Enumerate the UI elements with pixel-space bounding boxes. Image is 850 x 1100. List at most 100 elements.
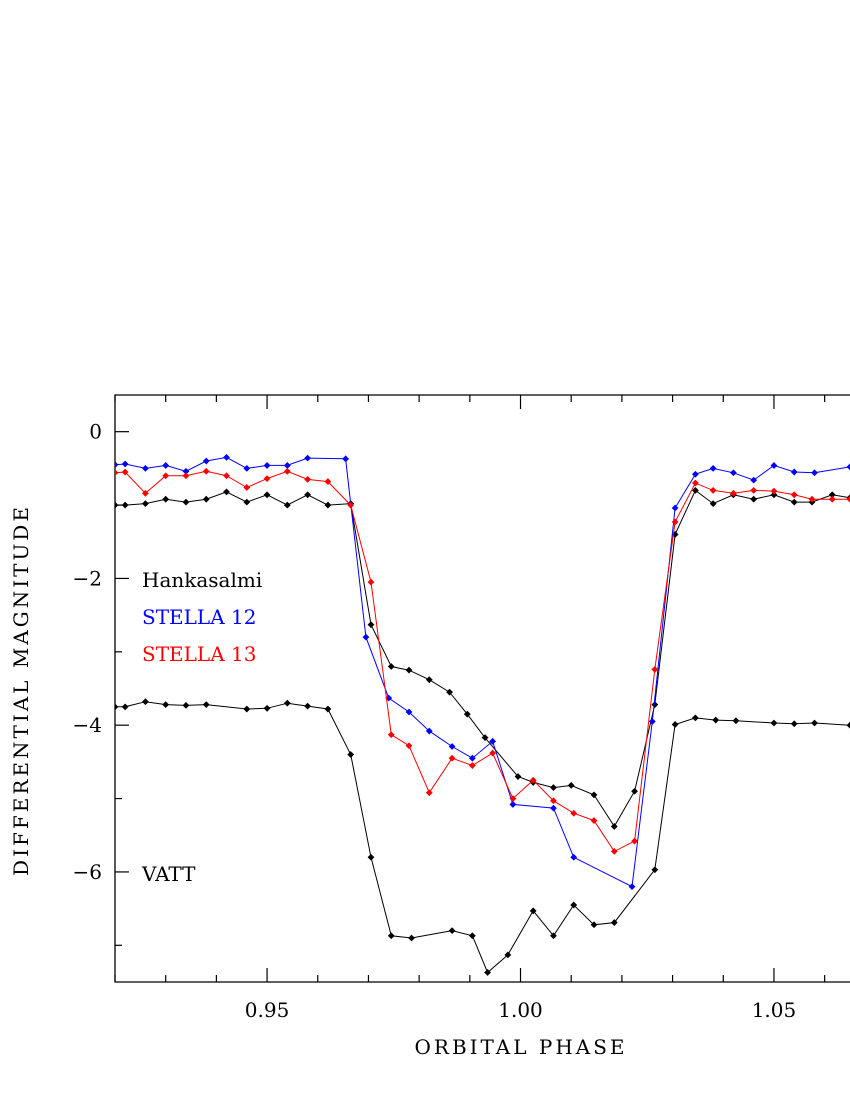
data-point-vatt — [570, 901, 578, 909]
data-point-stella-13 — [387, 731, 395, 739]
data-point-stella-12 — [846, 463, 850, 471]
data-point-stella-12 — [121, 460, 129, 468]
data-point-vatt — [202, 701, 210, 709]
data-point-stella-12 — [468, 754, 476, 762]
data-point-hankasalmi — [631, 787, 638, 795]
data-point-stella-13 — [162, 472, 170, 480]
data-point-stella-12 — [811, 469, 818, 477]
data-point-stella-13 — [651, 666, 659, 673]
y-tick-label: −4 — [73, 713, 102, 737]
data-point-vatt — [529, 907, 537, 915]
data-point-hankasalmi — [202, 495, 210, 503]
data-point-stella-13 — [750, 486, 758, 494]
data-point-hankasalmi — [550, 784, 557, 791]
data-point-vatt — [590, 921, 598, 929]
data-point-vatt — [846, 721, 850, 729]
data-point-hankasalmi — [425, 676, 433, 684]
data-point-stella-13 — [671, 518, 679, 526]
series-line-vatt — [115, 701, 850, 974]
data-point-vatt — [243, 705, 251, 713]
data-point-stella-13 — [846, 495, 850, 503]
data-point-vatt — [162, 701, 170, 709]
data-point-hankasalmi — [828, 491, 836, 499]
series-hankasalmi — [115, 486, 850, 830]
data-point-vatt — [408, 934, 415, 942]
data-point-hankasalmi — [243, 498, 251, 506]
data-point-hankasalmi — [263, 491, 271, 499]
data-point-hankasalmi — [405, 666, 413, 674]
data-point-stella-12 — [142, 464, 149, 472]
data-point-hankasalmi — [387, 663, 395, 670]
x-tick-label: 0.95 — [245, 998, 290, 1022]
data-point-stella-13 — [570, 809, 578, 817]
data-point-vatt — [811, 719, 818, 727]
data-point-stella-12 — [342, 455, 350, 463]
series-vatt — [115, 698, 850, 976]
data-point-stella-13 — [790, 491, 798, 499]
data-point-stella-13 — [509, 795, 517, 802]
data-point-vatt — [182, 701, 190, 709]
data-point-vatt — [121, 703, 129, 711]
series-layer — [115, 453, 850, 976]
data-point-vatt — [142, 698, 149, 706]
data-point-stella-12 — [182, 467, 190, 475]
data-point-vatt — [790, 720, 798, 728]
x-axis-label: ORBITAL PHASE — [414, 1035, 627, 1059]
data-point-stella-13 — [121, 468, 129, 476]
data-point-hankasalmi — [121, 501, 129, 509]
data-point-stella-13 — [367, 578, 375, 586]
data-point-vatt — [651, 866, 659, 874]
data-point-stella-12 — [790, 468, 798, 476]
data-point-hankasalmi — [304, 491, 312, 499]
data-point-stella-12 — [671, 504, 679, 512]
legend: Hankasalmi STELLA 12 STELLA 13 — [142, 568, 262, 666]
data-point-hankasalmi — [115, 501, 119, 509]
data-point-hankasalmi — [283, 501, 291, 509]
data-point-vatt — [448, 927, 456, 935]
data-point-stella-12 — [448, 743, 456, 750]
series-line-stella-12 — [115, 456, 850, 888]
data-point-stella-13 — [808, 495, 816, 503]
data-point-stella-12 — [243, 464, 251, 472]
data-point-vatt — [387, 932, 395, 940]
data-point-stella-12 — [362, 633, 370, 641]
data-point-stella-12 — [750, 476, 758, 484]
data-point-stella-12 — [709, 464, 717, 472]
data-point-stella-13 — [590, 817, 598, 824]
data-point-stella-13 — [448, 754, 456, 762]
data-point-stella-13 — [142, 489, 149, 497]
data-point-stella-13 — [468, 762, 476, 769]
legend-label-stella-12: STELLA 12 — [142, 605, 256, 629]
data-point-vatt — [732, 717, 740, 725]
data-point-vatt — [550, 932, 557, 940]
data-point-vatt — [367, 853, 375, 861]
data-point-vatt — [263, 704, 271, 712]
data-point-stella-13 — [425, 789, 433, 797]
data-point-stella-13 — [405, 742, 413, 750]
data-point-stella-13 — [243, 484, 251, 491]
data-point-stella-12 — [425, 727, 433, 735]
data-point-stella-13 — [182, 472, 190, 480]
data-point-vatt — [347, 751, 355, 758]
data-point-hankasalmi — [514, 773, 522, 780]
data-point-vatt — [712, 716, 720, 724]
data-point-stella-13 — [347, 501, 355, 509]
data-point-hankasalmi — [651, 701, 659, 709]
data-point-stella-13 — [709, 486, 717, 494]
data-point-stella-13 — [828, 495, 836, 503]
data-point-hankasalmi — [463, 710, 471, 718]
data-point-stella-13 — [202, 467, 210, 475]
data-point-hankasalmi — [590, 791, 598, 799]
x-tick-label: 1.05 — [752, 998, 797, 1022]
data-point-stella-12 — [283, 462, 291, 469]
data-point-hankasalmi — [446, 688, 453, 696]
data-point-stella-13 — [489, 749, 497, 757]
data-point-stella-12 — [648, 718, 656, 725]
data-point-stella-13 — [691, 479, 699, 487]
plot-frame — [114, 394, 850, 983]
data-point-stella-13 — [283, 467, 291, 475]
data-point-hankasalmi — [770, 491, 778, 499]
data-point-stella-12 — [628, 883, 636, 891]
data-point-stella-13 — [223, 472, 230, 480]
